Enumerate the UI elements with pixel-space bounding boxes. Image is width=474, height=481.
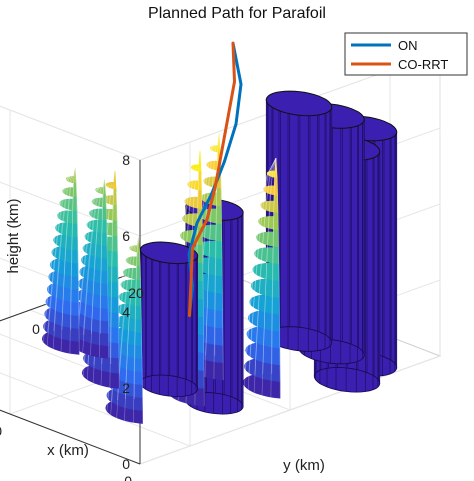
path-series-co-rrt	[188, 41, 236, 317]
paraboloid-mesh	[204, 132, 220, 378]
paraboloid-mesh	[100, 178, 105, 334]
paraboloid-mesh	[244, 157, 277, 386]
paraboloid-mesh	[275, 157, 281, 399]
paraboloid-obstacle	[242, 157, 281, 399]
paraboloid-mesh	[69, 167, 76, 354]
paraboloid-mesh	[242, 157, 277, 383]
paraboloid-mesh	[253, 157, 277, 393]
paraboloid-band	[209, 132, 221, 153]
paraboloid-band	[95, 178, 106, 195]
paraboloid-mesh	[115, 191, 120, 389]
paraboloid-mesh	[74, 167, 80, 355]
paraboloid-mesh	[46, 167, 76, 346]
paraboloid-mesh	[134, 236, 139, 400]
paraboloid-mesh	[261, 157, 277, 396]
cylinder-obstacle	[139, 241, 199, 398]
paraboloid-mesh	[90, 178, 105, 356]
paraboloid-mesh	[218, 132, 224, 381]
paraboloid-mesh	[205, 132, 220, 356]
paraboloid-mesh	[61, 167, 76, 331]
paraboloid-band	[65, 167, 77, 184]
paraboloid-band	[266, 157, 278, 178]
paraboloid-mesh	[53, 167, 76, 331]
x-axis-line	[0, 409, 141, 465]
paraboloid-obstacle	[41, 167, 80, 355]
paraboloid-mesh	[47, 167, 76, 333]
obstacles	[41, 90, 398, 424]
paraboloid-mesh	[43, 167, 76, 343]
paraboloid-mesh	[138, 236, 143, 424]
z-tick-label: 0	[122, 456, 130, 472]
legend-label-co-rrt: CO-RRT	[398, 57, 448, 72]
paraboloid-mesh	[41, 167, 76, 339]
z-tick-label: 2	[122, 380, 130, 396]
paraboloid-mesh	[91, 178, 105, 334]
paraboloid-mesh	[60, 167, 76, 352]
x-axis-label: x (km)	[47, 442, 89, 459]
paraboloid-mesh	[52, 167, 76, 349]
paraboloid-mesh	[271, 157, 277, 374]
paraboloid-mesh	[43, 167, 76, 336]
z-tick-label: 4	[122, 304, 130, 320]
cylinder-body	[140, 249, 198, 390]
legend-label-on: ON	[398, 38, 418, 53]
tick-labels: 0246802040-20020	[0, 152, 144, 481]
legend-box	[344, 32, 468, 76]
z-tick-label: 6	[122, 228, 130, 244]
paraboloid-mesh	[82, 178, 105, 353]
paraboloid-mesh	[254, 157, 277, 375]
z-axis-label: height (km)	[5, 198, 22, 273]
cylinder-top	[265, 90, 333, 117]
paraboloid-mesh	[133, 236, 139, 423]
legend: ON CO-RRT	[344, 32, 468, 76]
chart-title: Planned Path for Parafoil	[148, 5, 326, 22]
y-tick-label: 0	[32, 321, 40, 337]
y-tick-label: 20	[128, 285, 144, 301]
paraboloid-mesh	[99, 178, 105, 358]
paraboloid-mesh	[124, 236, 139, 421]
z-tick-label: 8	[122, 152, 130, 168]
paraboloid-mesh	[270, 157, 277, 398]
x-tick-label: 0	[124, 473, 132, 481]
paraboloid-mesh	[247, 157, 277, 390]
paraboloid-mesh	[248, 157, 277, 377]
paraboloid-mesh	[76, 178, 105, 337]
paraboloid-mesh	[109, 191, 114, 388]
paraboloid-mesh	[125, 236, 139, 400]
paraboloid-band	[129, 236, 140, 253]
paraboloid-mesh	[262, 157, 277, 374]
paraboloid-mesh	[70, 167, 76, 331]
paraboloid-band	[190, 150, 202, 172]
paraboloid-mesh	[244, 157, 277, 380]
path-lines	[187, 41, 243, 317]
paraboloid-mesh	[83, 178, 105, 335]
cylinder-body	[266, 99, 332, 343]
x-tick-label: 20	[0, 423, 2, 439]
paraboloid-mesh	[104, 178, 109, 359]
paraboloid-mesh	[110, 184, 115, 365]
paraboloid-mesh	[214, 132, 220, 356]
paraboloid-band	[105, 170, 117, 190]
cylinder-obstacle	[265, 90, 333, 352]
y-axis-label: y (km)	[283, 457, 325, 474]
